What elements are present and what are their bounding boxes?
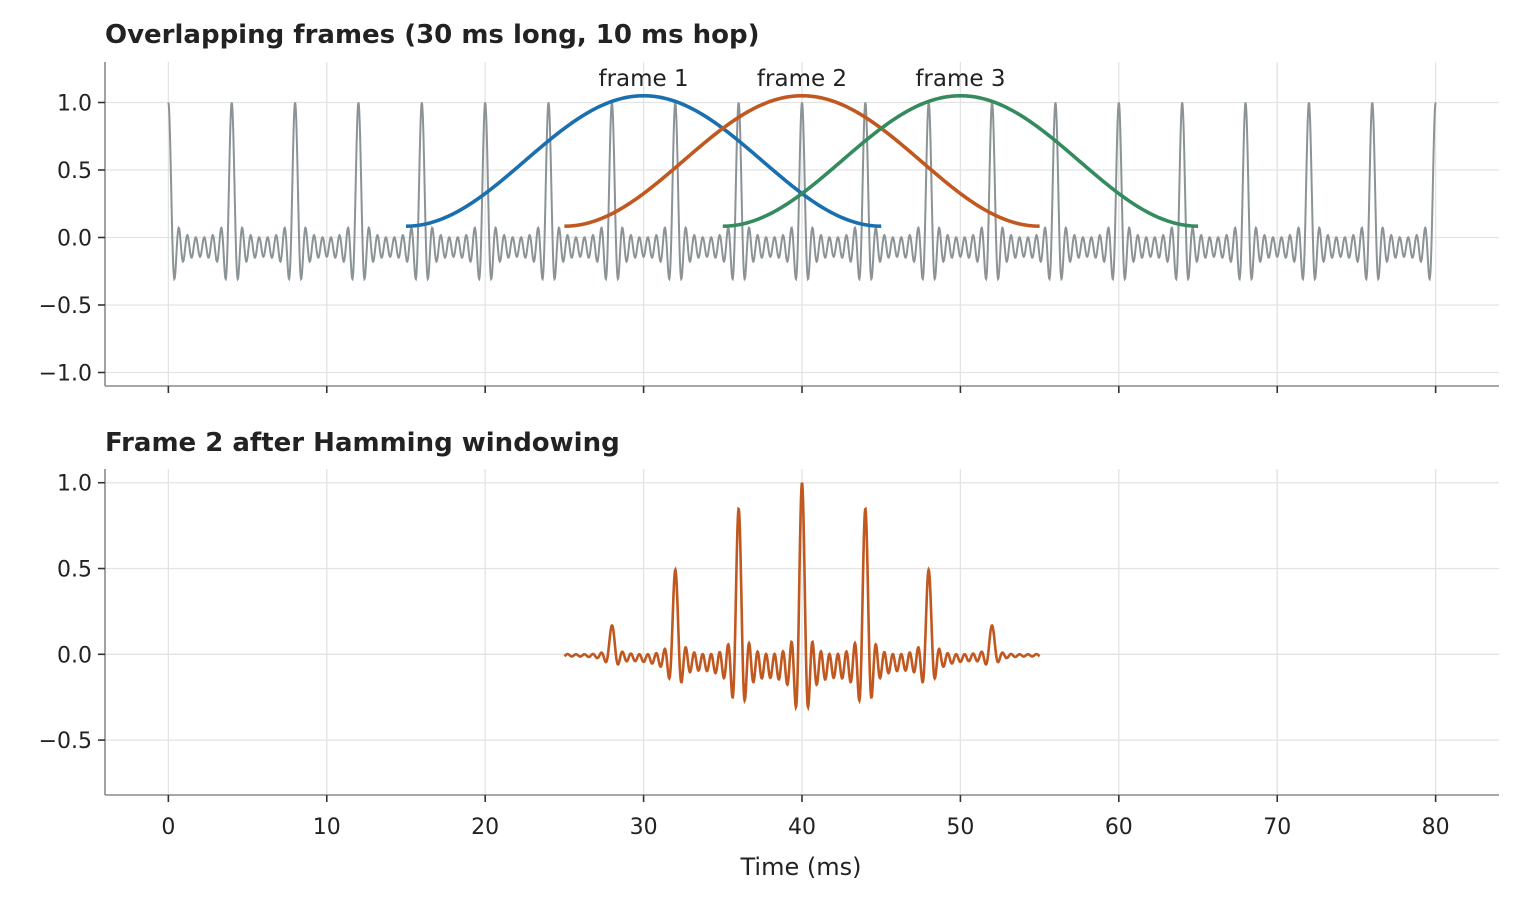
bottom-x-tick-label: 40 <box>788 815 816 840</box>
windowed-frame-line <box>563 482 1041 712</box>
bottom-x-tick-label: 80 <box>1422 815 1450 840</box>
bottom-y-tick-label: 1.0 <box>57 472 92 497</box>
bottom-x-tick-label: 20 <box>471 815 499 840</box>
top-y-tick-label: −1.0 <box>39 362 92 387</box>
bottom-y-tick-label: 0.0 <box>57 643 92 668</box>
chart-title-bottom: Frame 2 after Hamming windowing <box>105 428 620 458</box>
chart-title-top: Overlapping frames (30 ms long, 10 ms ho… <box>105 20 759 50</box>
signal-line <box>167 102 1437 282</box>
top-y-tick-label: 0.5 <box>57 159 92 184</box>
bottom-y-tick-label: 0.5 <box>57 558 92 583</box>
top-y-tick-label: 1.0 <box>57 92 92 117</box>
top-y-tick-label: 0.0 <box>57 227 92 252</box>
window-label-frame-2: frame 2 <box>757 66 847 92</box>
bottom-x-tick-label: 50 <box>946 815 974 840</box>
window-curve-frame-2 <box>564 93 1040 228</box>
panel-frame2-windowed: Frame 2 after Hamming windowing 1.0 0.5 0.… <box>39 428 1499 881</box>
bottom-y-tick-label: −0.5 <box>39 729 92 754</box>
bottom-x-tick-label: 70 <box>1263 815 1291 840</box>
x-axis-label: Time (ms) <box>740 853 862 881</box>
bottom-x-tick-label: 10 <box>313 815 341 840</box>
top-y-tick-label: −0.5 <box>39 294 92 319</box>
bottom-x-tick-label: 30 <box>630 815 658 840</box>
window-label-frame-1: frame 1 <box>599 66 689 92</box>
bottom-x-tick-label: 0 <box>161 815 175 840</box>
window-label-frame-3: frame 3 <box>915 66 1005 92</box>
window-curve-frame-3 <box>722 93 1199 228</box>
panel-overlapping-frames: Overlapping frames (30 ms long, 10 ms ho… <box>39 20 1499 393</box>
bottom-x-tick-label: 60 <box>1105 815 1133 840</box>
